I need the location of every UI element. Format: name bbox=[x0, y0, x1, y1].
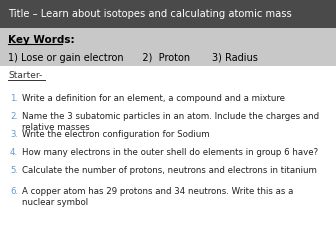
Text: Key Words:: Key Words: bbox=[8, 35, 75, 45]
Text: Starter-: Starter- bbox=[8, 72, 42, 80]
Text: Write a definition for an element, a compound and a mixture: Write a definition for an element, a com… bbox=[22, 94, 285, 103]
Text: 3.: 3. bbox=[10, 130, 18, 139]
Text: 5.: 5. bbox=[10, 166, 18, 175]
Text: 4.: 4. bbox=[10, 148, 18, 157]
FancyBboxPatch shape bbox=[0, 28, 336, 66]
Text: 6.: 6. bbox=[10, 187, 18, 196]
Text: 1.: 1. bbox=[10, 94, 18, 103]
Text: Title – Learn about isotopes and calculating atomic mass: Title – Learn about isotopes and calcula… bbox=[8, 9, 292, 19]
Text: relative masses: relative masses bbox=[22, 123, 90, 132]
Text: A copper atom has 29 protons and 34 neutrons. Write this as a: A copper atom has 29 protons and 34 neut… bbox=[22, 187, 293, 196]
Text: 1) Lose or gain electron      2)  Proton       3) Radius: 1) Lose or gain electron 2) Proton 3) Ra… bbox=[8, 53, 258, 63]
Text: How many electrons in the outer shell do elements in group 6 have?: How many electrons in the outer shell do… bbox=[22, 148, 318, 157]
Text: 2.: 2. bbox=[10, 112, 18, 121]
Text: Write the electron configuration for Sodium: Write the electron configuration for Sod… bbox=[22, 130, 210, 139]
FancyBboxPatch shape bbox=[0, 0, 336, 28]
Text: nuclear symbol: nuclear symbol bbox=[22, 198, 88, 207]
Text: Calculate the number of protons, neutrons and electrons in titanium: Calculate the number of protons, neutron… bbox=[22, 166, 317, 175]
Text: Name the 3 subatomic particles in an atom. Include the charges and: Name the 3 subatomic particles in an ato… bbox=[22, 112, 319, 121]
